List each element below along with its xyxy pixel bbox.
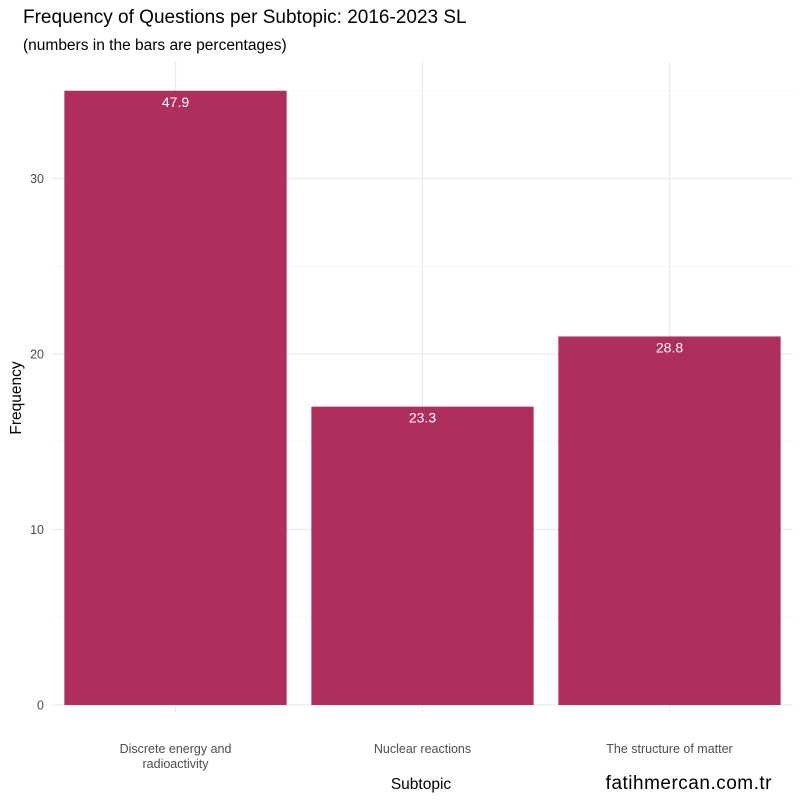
bar-value-label: 23.3 bbox=[409, 410, 436, 426]
y-tick-label: 0 bbox=[37, 699, 44, 713]
bars bbox=[64, 90, 781, 705]
bar bbox=[311, 406, 534, 705]
y-tick-label: 30 bbox=[30, 172, 44, 186]
watermark: fatihmercan.com.tr bbox=[606, 773, 772, 794]
bar bbox=[64, 90, 287, 705]
x-axis-ticks: Discrete energy and radioactivity Nuclear … bbox=[120, 742, 733, 771]
y-axis-ticks: 0 10 20 30 bbox=[30, 172, 44, 713]
chart-subtitle: (numbers in the bars are percentages) bbox=[23, 37, 287, 54]
bar-value-label: 47.9 bbox=[162, 94, 189, 110]
bar-value-label: 28.8 bbox=[656, 339, 683, 355]
y-tick-label: 10 bbox=[30, 523, 44, 537]
x-axis-title: Subtopic bbox=[391, 776, 452, 793]
x-tick-label: Discrete energy and radioactivity bbox=[120, 742, 232, 771]
x-tick-label: Nuclear reactions bbox=[374, 742, 471, 756]
bar bbox=[558, 336, 781, 705]
y-tick-label: 20 bbox=[30, 348, 44, 362]
chart-title: Frequency of Questions per Subtopic: 201… bbox=[23, 7, 467, 28]
x-tick-label: The structure of matter bbox=[606, 742, 732, 756]
y-axis-title: Frequency bbox=[8, 361, 25, 434]
bar-labels: 47.9 23.3 28.8 bbox=[162, 94, 683, 426]
